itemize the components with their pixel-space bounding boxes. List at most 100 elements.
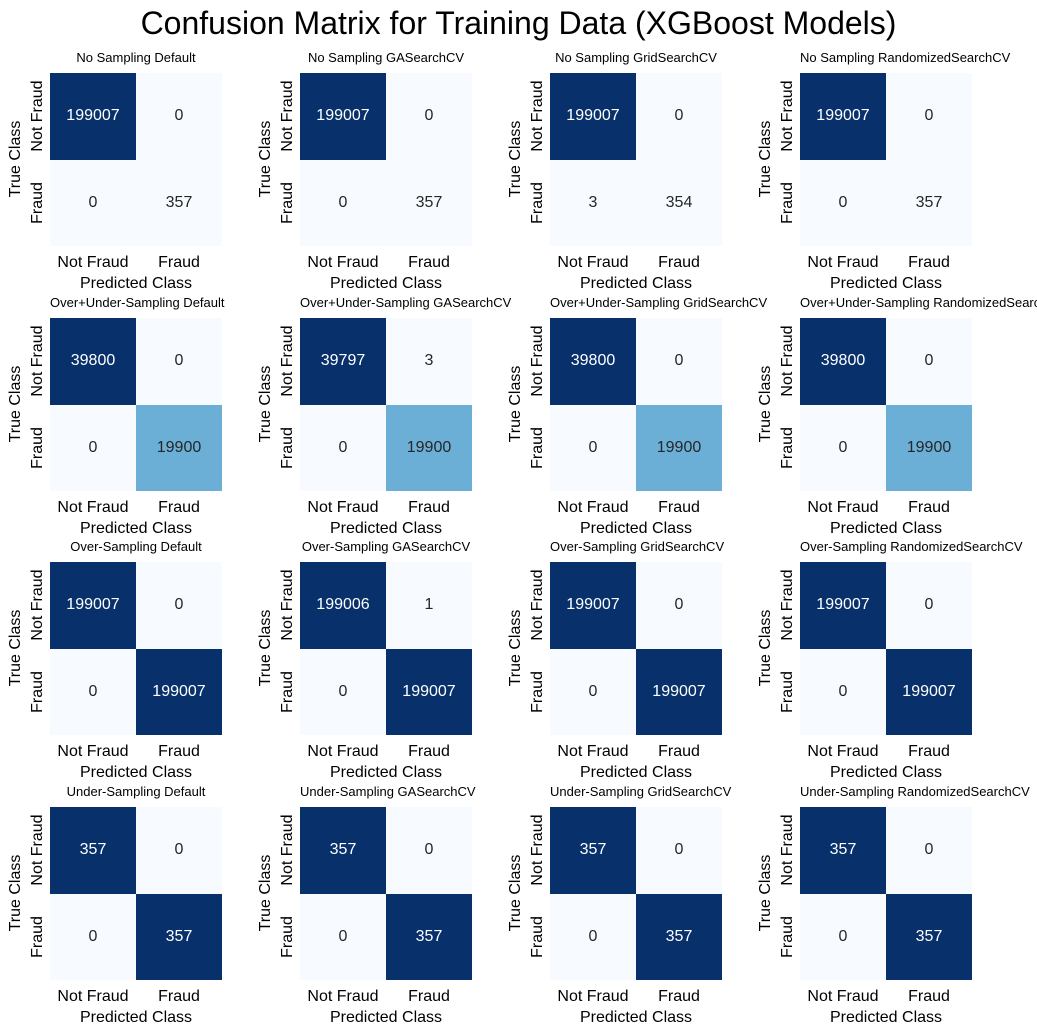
heatmap-cell: 0	[300, 893, 386, 980]
y-tick-label: Not Fraud	[779, 80, 796, 152]
heatmap-cell: 0	[886, 807, 972, 894]
heatmap: 357 0 0 357	[550, 807, 722, 980]
x-axis-label: Predicted Class	[829, 1009, 943, 1026]
x-tick-label: Fraud	[158, 743, 200, 760]
y-tick-label: Fraud	[779, 181, 796, 224]
y-tick-label: Fraud	[29, 426, 46, 469]
heatmap-cell: 199006	[300, 562, 386, 649]
x-axis-label: Predicted Class	[329, 1009, 443, 1026]
x-tick-label: Not Fraud	[807, 254, 879, 271]
heatmap-cell: 199007	[800, 562, 886, 649]
y-tick-label: Not Fraud	[29, 325, 46, 397]
heatmap-cell: 0	[636, 73, 722, 160]
heatmap-cell: 357	[300, 807, 386, 894]
confusion-matrix-panel: Over-Sampling GASearchCV 199006 1 0 199007 No…	[250, 537, 500, 782]
heatmap-cell: 199007	[50, 73, 136, 160]
panel-title: Under-Sampling GASearchCV	[300, 784, 476, 799]
y-tick-label: Not Fraud	[279, 325, 296, 397]
confusion-matrix-panel: No Sampling GASearchCV 199007 0 0 357 Not Fra…	[250, 48, 500, 293]
y-axis-label: True Class	[757, 854, 774, 932]
y-tick-label: Fraud	[529, 670, 546, 713]
x-tick-label: Not Fraud	[57, 988, 129, 1005]
confusion-matrix-panel: No Sampling GridSearchCV 199007 0 3 354 Not F…	[500, 48, 750, 293]
y-axis-label: True Class	[7, 365, 24, 443]
heatmap-cell: 357	[550, 807, 636, 894]
heatmap-cell: 357	[50, 807, 136, 894]
heatmap-cell: 0	[50, 893, 136, 980]
panel-title: No Sampling GridSearchCV	[555, 50, 717, 65]
x-tick-label: Fraud	[658, 254, 700, 271]
x-axis-label: Predicted Class	[579, 1009, 693, 1026]
heatmap-cell: 0	[636, 562, 722, 649]
y-axis-label: True Class	[507, 365, 524, 443]
heatmap-cell: 199007	[886, 648, 972, 735]
x-tick-label: Fraud	[158, 499, 200, 516]
heatmap-cell: 199007	[550, 73, 636, 160]
y-tick-label: Not Fraud	[279, 814, 296, 886]
heatmap: 199007 0 0 199007	[800, 562, 972, 735]
heatmap-cell: 357	[386, 893, 472, 980]
heatmap-cell: 0	[550, 404, 636, 491]
heatmap-cell: 199007	[50, 562, 136, 649]
heatmap-cell: 0	[800, 404, 886, 491]
y-axis-label: True Class	[757, 609, 774, 687]
y-tick-label: Not Fraud	[279, 569, 296, 641]
heatmap-cell: 0	[50, 159, 136, 246]
x-tick-label: Not Fraud	[57, 499, 129, 516]
x-tick-label: Fraud	[158, 254, 200, 271]
confusion-matrix-panel: No Sampling RandomizedSearchCV 199007 0 0 35…	[750, 48, 1011, 293]
heatmap-cell: 357	[636, 893, 722, 980]
panel-title: Over-Sampling RandomizedSearchCV	[800, 539, 1023, 554]
x-tick-label: Fraud	[908, 254, 950, 271]
y-axis-label: True Class	[7, 609, 24, 687]
x-axis-label: Predicted Class	[329, 764, 443, 781]
heatmap-cell: 0	[800, 893, 886, 980]
x-tick-label: Not Fraud	[557, 743, 629, 760]
heatmap-cell: 357	[386, 159, 472, 246]
y-tick-label: Fraud	[29, 181, 46, 224]
x-axis-label: Predicted Class	[829, 520, 943, 537]
x-tick-label: Not Fraud	[557, 499, 629, 516]
panel-title: No Sampling RandomizedSearchCV	[800, 50, 1011, 65]
y-tick-label: Fraud	[29, 670, 46, 713]
y-axis-label: True Class	[257, 854, 274, 932]
heatmap-cell: 0	[886, 562, 972, 649]
x-axis-label: Predicted Class	[329, 520, 443, 537]
confusion-matrix-panel: Over+Under-Sampling Default 39800 0 0 19900 N…	[0, 293, 250, 538]
heatmap: 39797 3 0 19900	[300, 318, 472, 491]
y-axis-label: True Class	[257, 365, 274, 443]
y-tick-label: Fraud	[29, 915, 46, 958]
heatmap-cell: 39797	[300, 318, 386, 405]
y-tick-label: Not Fraud	[29, 814, 46, 886]
panel-title: No Sampling Default	[76, 50, 196, 65]
confusion-matrix-panel: Under-Sampling GridSearchCV 357 0 0 357 Not F…	[500, 782, 750, 1027]
x-tick-label: Fraud	[658, 988, 700, 1005]
y-tick-label: Fraud	[279, 670, 296, 713]
y-tick-label: Fraud	[779, 670, 796, 713]
confusion-matrix-panel: Over-Sampling Default 199007 0 0 199007 Not F…	[0, 537, 250, 782]
panel-title: Over+Under-Sampling RandomizedSearchCV	[800, 295, 1037, 310]
heatmap-cell: 0	[386, 807, 472, 894]
confusion-matrix-panel: Over-Sampling GridSearchCV 199007 0 0 199007…	[500, 537, 750, 782]
y-tick-label: Not Fraud	[779, 569, 796, 641]
heatmap: 199007 0 0 357	[50, 73, 222, 246]
x-tick-label: Not Fraud	[807, 988, 879, 1005]
heatmap-cell: 0	[136, 318, 222, 405]
x-axis-label: Predicted Class	[829, 275, 943, 292]
y-tick-label: Fraud	[529, 426, 546, 469]
chart-title: Confusion Matrix for Training Data (XGBo…	[140, 5, 897, 41]
heatmap-cell: 0	[800, 648, 886, 735]
heatmap-cell: 0	[50, 404, 136, 491]
x-tick-label: Fraud	[908, 988, 950, 1005]
y-tick-label: Fraud	[279, 426, 296, 469]
confusion-matrix-panel: No Sampling Default 199007 0 0 357 Not Fraud F…	[0, 48, 250, 293]
heatmap-cell: 0	[300, 648, 386, 735]
heatmap-cell: 1	[386, 562, 472, 649]
heatmap-cell: 39800	[550, 318, 636, 405]
heatmap-cell: 199007	[300, 73, 386, 160]
y-tick-label: Fraud	[779, 915, 796, 958]
x-tick-label: Fraud	[158, 988, 200, 1005]
heatmap-cell: 199007	[386, 648, 472, 735]
heatmap: 39800 0 0 19900	[800, 318, 972, 491]
heatmap-cell: 0	[386, 73, 472, 160]
